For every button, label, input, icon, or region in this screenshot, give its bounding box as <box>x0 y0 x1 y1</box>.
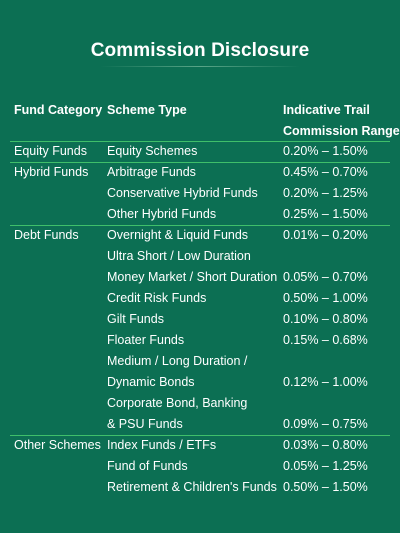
scheme-type-cell: Conservative Hybrid Funds <box>107 186 258 200</box>
scheme-type-cell: Credit Risk Funds <box>107 291 207 305</box>
fund-category-cell: Equity Funds <box>14 144 87 158</box>
scheme-type-cell: Gilt Funds <box>107 312 164 326</box>
commission-range-cell: 0.05% – 1.25% <box>283 459 368 473</box>
commission-range-cell: 0.15% – 0.68% <box>283 333 368 347</box>
commission-range-cell: 0.10% – 0.80% <box>283 312 368 326</box>
scheme-type-cell: Overnight & Liquid Funds <box>107 228 249 242</box>
scheme-type-cell: Floater Funds <box>107 333 185 347</box>
commission-range-cell: 0.12% – 1.00% <box>283 375 368 389</box>
scheme-type-cell: Dynamic Bonds <box>107 375 195 389</box>
title-underline <box>100 66 300 67</box>
scheme-type-cell: Index Funds / ETFs <box>107 438 217 452</box>
scheme-type-cell: Equity Schemes <box>107 144 198 158</box>
fund-category-cell: Debt Funds <box>14 228 79 242</box>
commission-range-cell: 0.03% – 0.80% <box>283 438 368 452</box>
header-scheme-type: Scheme Type <box>107 103 187 117</box>
fund-category-cell: Hybrid Funds <box>14 165 89 179</box>
commission-range-cell: 0.01% – 0.20% <box>283 228 368 242</box>
group-divider <box>10 435 390 436</box>
commission-range-cell: 0.25% – 1.50% <box>283 207 368 221</box>
scheme-type-cell: & PSU Funds <box>107 417 183 431</box>
commission-range-cell: 0.05% – 0.70% <box>283 270 368 284</box>
scheme-type-cell: Ultra Short / Low Duration <box>107 249 251 263</box>
group-divider <box>10 225 390 226</box>
header-range-line2: Commission Range <box>283 124 400 138</box>
commission-range-cell: 0.50% – 1.00% <box>283 291 368 305</box>
scheme-type-cell: Other Hybrid Funds <box>107 207 217 221</box>
scheme-type-cell: Corporate Bond, Banking <box>107 396 248 410</box>
group-divider <box>10 141 390 142</box>
page-title: Commission Disclosure <box>90 40 310 61</box>
header-fund-category: Fund Category <box>14 103 103 117</box>
header-range-line1: Indicative Trail <box>283 103 370 117</box>
scheme-type-cell: Fund of Funds <box>107 459 188 473</box>
fund-category-cell: Other Schemes <box>14 438 101 452</box>
commission-range-cell: 0.20% – 1.25% <box>283 186 368 200</box>
commission-range-cell: 0.45% – 0.70% <box>283 165 368 179</box>
scheme-type-cell: Arbitrage Funds <box>107 165 196 179</box>
commission-range-cell: 0.09% – 0.75% <box>283 417 368 431</box>
commission-range-cell: 0.50% – 1.50% <box>283 480 368 494</box>
scheme-type-cell: Money Market / Short Duration <box>107 270 278 284</box>
group-divider <box>10 162 390 163</box>
scheme-type-cell: Medium / Long Duration / <box>107 354 248 368</box>
commission-range-cell: 0.20% – 1.50% <box>283 144 368 158</box>
scheme-type-cell: Retirement & Children's Funds <box>107 480 277 494</box>
